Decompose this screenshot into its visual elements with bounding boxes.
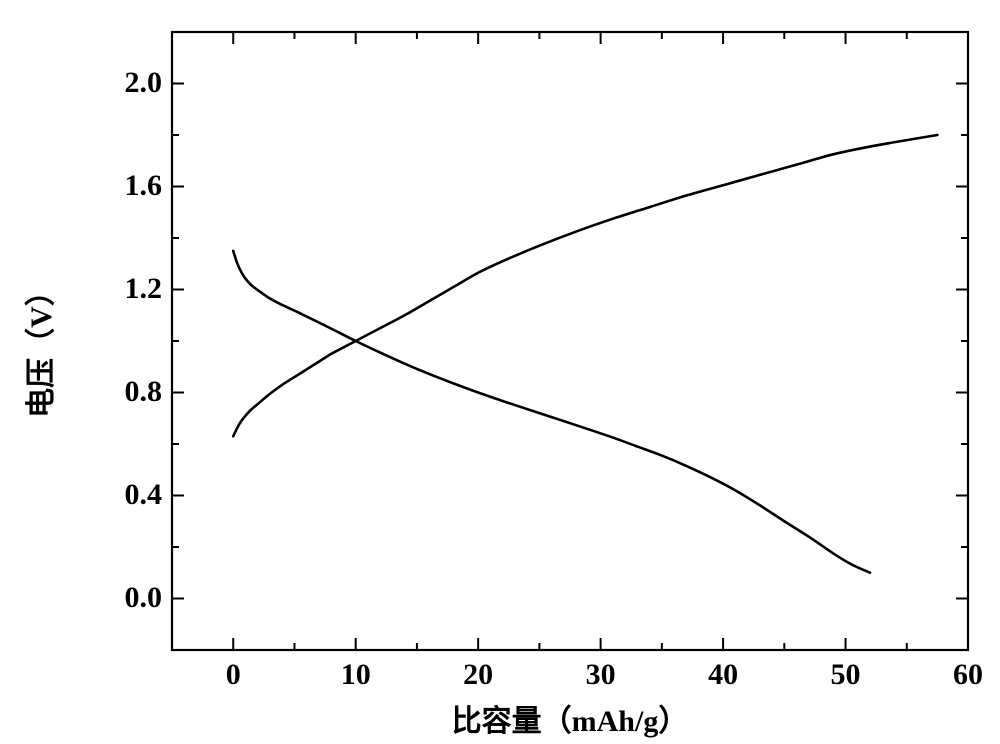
- series-charge: [233, 135, 937, 436]
- y-tick-label: 0.4: [102, 478, 162, 512]
- x-tick-label: 20: [448, 658, 508, 692]
- chart-canvas: [0, 0, 1000, 744]
- x-tick-label: 40: [693, 658, 753, 692]
- x-axis-label: 比容量（mAh/g）: [420, 696, 720, 740]
- y-tick-label: 1.2: [102, 272, 162, 306]
- x-tick-label: 30: [571, 658, 631, 692]
- x-tick-label: 10: [326, 658, 386, 692]
- y-axis-label: 电压（V）: [16, 257, 60, 437]
- x-tick-label: 50: [816, 658, 876, 692]
- y-tick-label: 0.8: [102, 375, 162, 409]
- x-tick-label: 0: [203, 658, 263, 692]
- x-tick-label: 60: [938, 658, 998, 692]
- series-discharge: [233, 251, 870, 573]
- y-tick-label: 1.6: [102, 169, 162, 203]
- y-tick-label: 2.0: [102, 66, 162, 100]
- y-tick-label: 0.0: [102, 581, 162, 615]
- voltage-capacity-chart: 电压（V） 比容量（mAh/g） 0 10 20 30 40 50 60 0.0 0.4 0.8 1…: [0, 0, 1000, 744]
